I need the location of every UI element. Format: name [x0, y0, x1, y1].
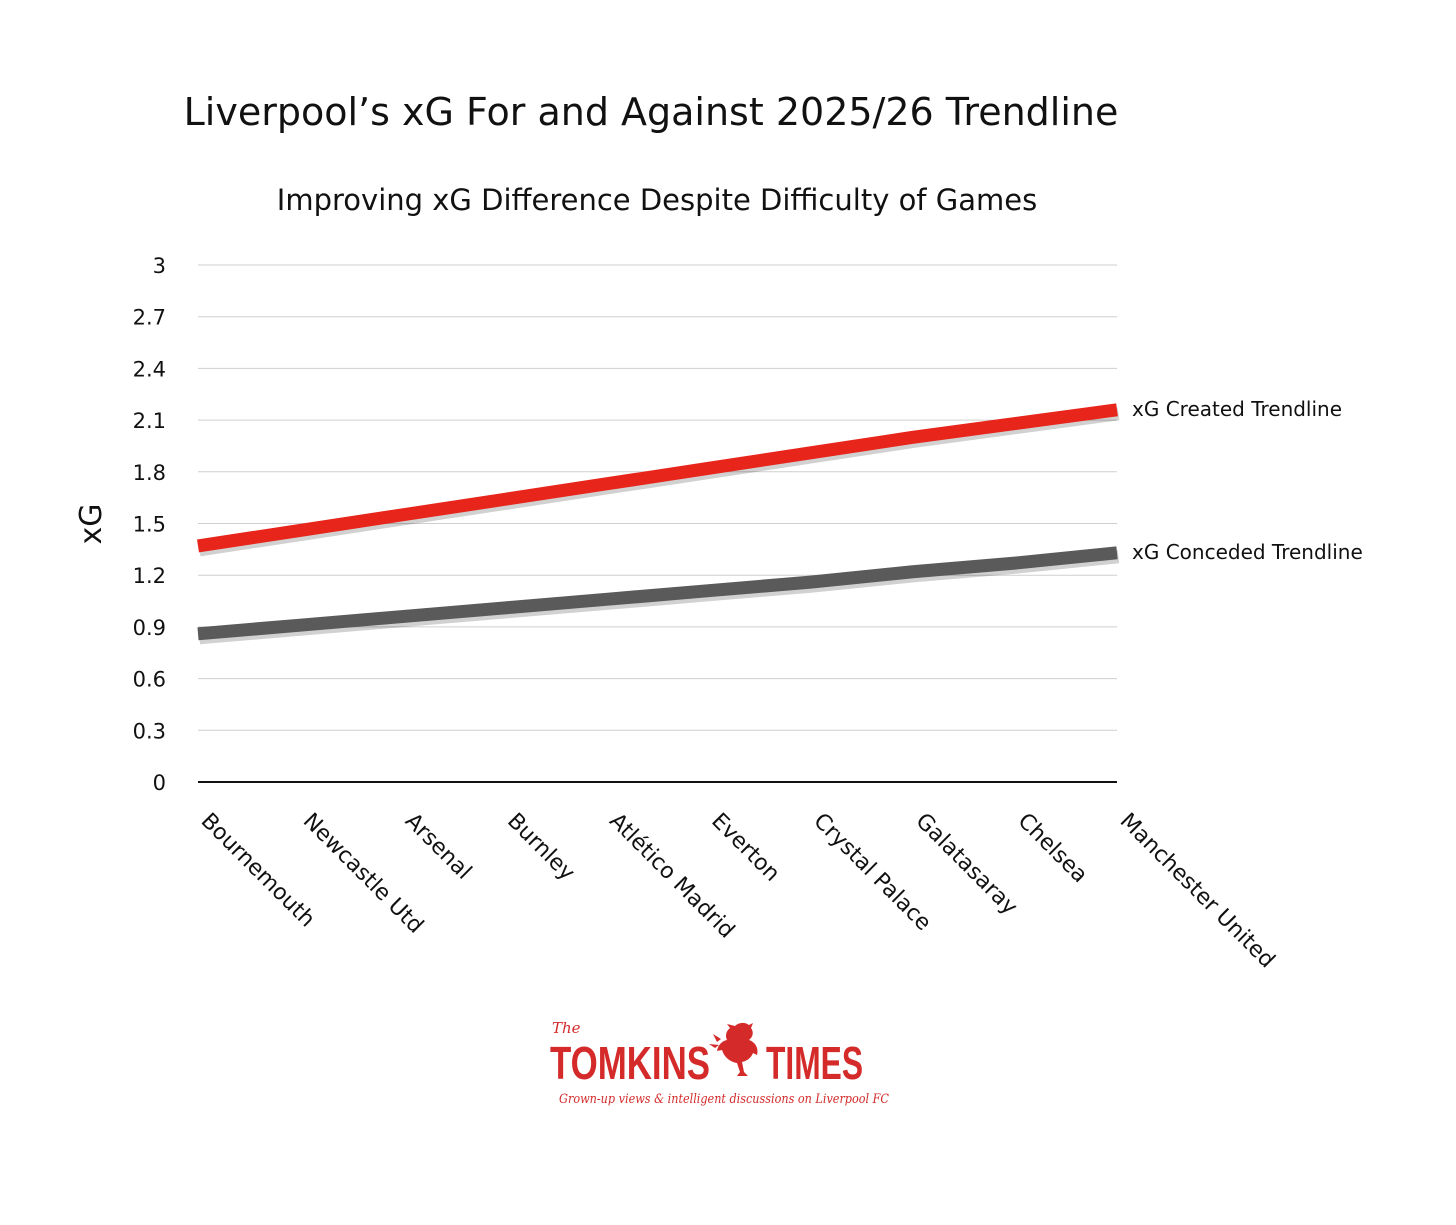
- chart-subtitle: Improving xG Difference Despite Difficul…: [277, 183, 1037, 217]
- y-tick-labels: 0 0.3 0.6 0.9 1.2 1.5 1.8 2.1 2.4 2.7 3: [133, 254, 166, 795]
- x-category-label: Manchester United: [1115, 809, 1280, 974]
- y-tick-label: 1.8: [133, 461, 166, 485]
- y-tick-label: 1.5: [133, 513, 166, 537]
- xg-conceded-label: xG Conceded Trendline: [1132, 540, 1363, 564]
- y-tick-label: 2.4: [133, 357, 166, 381]
- tomkins-times-logo: The TOMKINS TIMES Grown-up views & intel…: [550, 1019, 889, 1107]
- series-labels: xG Created Trendline xG Conceded Trendlin…: [1132, 397, 1363, 564]
- y-axis-label: xG: [74, 503, 109, 544]
- xg-created-line: [197, 403, 1118, 553]
- x-category-label: Everton: [706, 809, 784, 887]
- logo-tagline: Grown-up views & intelligent discussions…: [559, 1092, 889, 1107]
- xg-created-label: xG Created Trendline: [1132, 397, 1342, 421]
- x-category-label: Burnley: [502, 809, 579, 886]
- x-category-label: Arsenal: [400, 809, 476, 885]
- y-tick-label: 3: [153, 254, 166, 278]
- y-tick-label: 1.2: [133, 564, 166, 588]
- y-tick-label: 0.9: [133, 616, 166, 640]
- series-lines: [197, 403, 1120, 645]
- liver-bird-icon: [709, 1022, 758, 1076]
- y-tick-label: 0: [153, 771, 166, 795]
- y-tick-label: 2.7: [133, 306, 166, 330]
- y-tick-label: 0.3: [133, 719, 166, 743]
- y-tick-label: 2.1: [133, 409, 166, 433]
- logo-word-right: TIMES: [766, 1037, 863, 1089]
- chart-title: Liverpool’s xG For and Against 2025/26 T…: [184, 90, 1119, 134]
- y-tick-label: 0.6: [133, 668, 166, 692]
- xg-conceded-line: [197, 546, 1118, 641]
- logo-the-text: The: [552, 1019, 581, 1037]
- x-category-label: Galatasaray: [911, 809, 1023, 921]
- logo-word-left: TOMKINS: [550, 1037, 710, 1089]
- x-category-label: Chelsea: [1013, 809, 1093, 889]
